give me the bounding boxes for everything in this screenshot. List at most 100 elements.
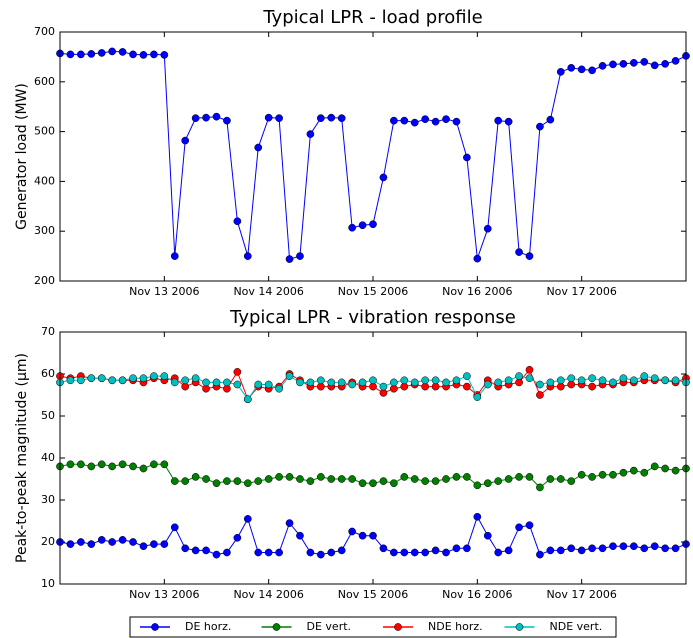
data-point (118, 460, 127, 469)
data-point (567, 374, 576, 383)
data-point (421, 376, 430, 385)
data-point (609, 470, 617, 479)
data-point (567, 477, 576, 485)
data-point (536, 550, 544, 559)
legend-marker (394, 623, 402, 631)
data-point (243, 395, 252, 404)
data-point (629, 376, 638, 385)
chart-title: Typical LPR - load profile (262, 7, 482, 28)
data-point (191, 473, 200, 481)
data-point (77, 376, 85, 385)
data-point (463, 153, 471, 162)
data-point (410, 378, 419, 387)
data-point (525, 374, 534, 383)
data-point (254, 143, 263, 152)
legend-box (129, 616, 617, 638)
data-point (264, 548, 273, 557)
data-point (97, 374, 106, 383)
data-point (588, 382, 596, 391)
data-point (661, 60, 669, 68)
data-point (264, 380, 273, 389)
legend-marker (151, 623, 159, 631)
data-point (129, 462, 137, 471)
data-point (369, 220, 377, 229)
data-point (598, 376, 607, 385)
data-point (285, 255, 294, 263)
data-point (431, 117, 440, 126)
data-point (421, 115, 430, 124)
data-point (536, 380, 544, 389)
data-point (494, 378, 503, 387)
data-point (504, 546, 513, 555)
data-point (327, 378, 336, 387)
y-axis-label: Generator load (MW) (14, 83, 30, 230)
data-point (316, 114, 325, 123)
data-point (619, 468, 628, 477)
data-point (629, 542, 638, 551)
legend-label: DE horz. (185, 620, 231, 633)
x-tick-label: Nov 15 2006 (338, 588, 408, 601)
data-point (358, 378, 367, 387)
legend-marker (515, 623, 524, 631)
data-point (473, 481, 482, 490)
data-point (139, 374, 148, 383)
x-tick-label: Nov 15 2006 (338, 285, 408, 298)
y-tick-label: 10 (41, 577, 55, 590)
data-point (577, 65, 586, 74)
data-point (671, 544, 680, 553)
data-point (483, 479, 492, 488)
data-point (170, 378, 179, 387)
data-point (202, 113, 210, 122)
data-point (567, 64, 576, 72)
data-point (640, 468, 649, 477)
y-tick-label: 700 (34, 25, 55, 38)
data-point (191, 114, 200, 123)
x-tick-label: Nov 17 2006 (546, 285, 616, 298)
data-point (87, 50, 96, 58)
data-point (129, 374, 137, 383)
data-point (463, 544, 471, 553)
data-point (369, 479, 377, 488)
data-point (379, 544, 388, 553)
data-point (191, 546, 200, 555)
data-point (233, 368, 242, 376)
data-point (223, 548, 231, 557)
data-point (129, 538, 137, 546)
y-tick-label: 400 (34, 174, 55, 187)
data-point (150, 460, 158, 469)
data-point (588, 66, 596, 75)
data-point (556, 67, 565, 76)
data-point (243, 479, 252, 488)
data-point (400, 376, 409, 385)
data-point (671, 466, 680, 475)
data-point (306, 477, 315, 485)
data-point (243, 515, 252, 523)
data-point (452, 376, 461, 385)
data-point (285, 372, 294, 380)
data-point (640, 544, 649, 553)
data-point (202, 378, 210, 387)
data-point (348, 380, 356, 389)
data-point (181, 136, 190, 145)
data-point (515, 248, 523, 256)
data-point (327, 113, 336, 122)
data-point (254, 380, 263, 389)
data-point (650, 374, 659, 383)
y-tick-label: 20 (41, 535, 55, 548)
data-point (108, 376, 117, 385)
data-point (473, 512, 482, 521)
data-point (494, 548, 503, 557)
data-point (233, 380, 242, 389)
x-tick-label: Nov 16 2006 (442, 285, 512, 298)
data-point (108, 462, 117, 471)
y-tick-label: 200 (34, 274, 55, 287)
data-point (212, 112, 221, 121)
data-point (306, 548, 315, 557)
data-point (212, 479, 221, 488)
data-point (202, 475, 210, 483)
data-point (369, 376, 377, 385)
data-point (661, 544, 669, 553)
data-point (97, 49, 106, 57)
x-tick-label: Nov 14 2006 (233, 285, 303, 298)
